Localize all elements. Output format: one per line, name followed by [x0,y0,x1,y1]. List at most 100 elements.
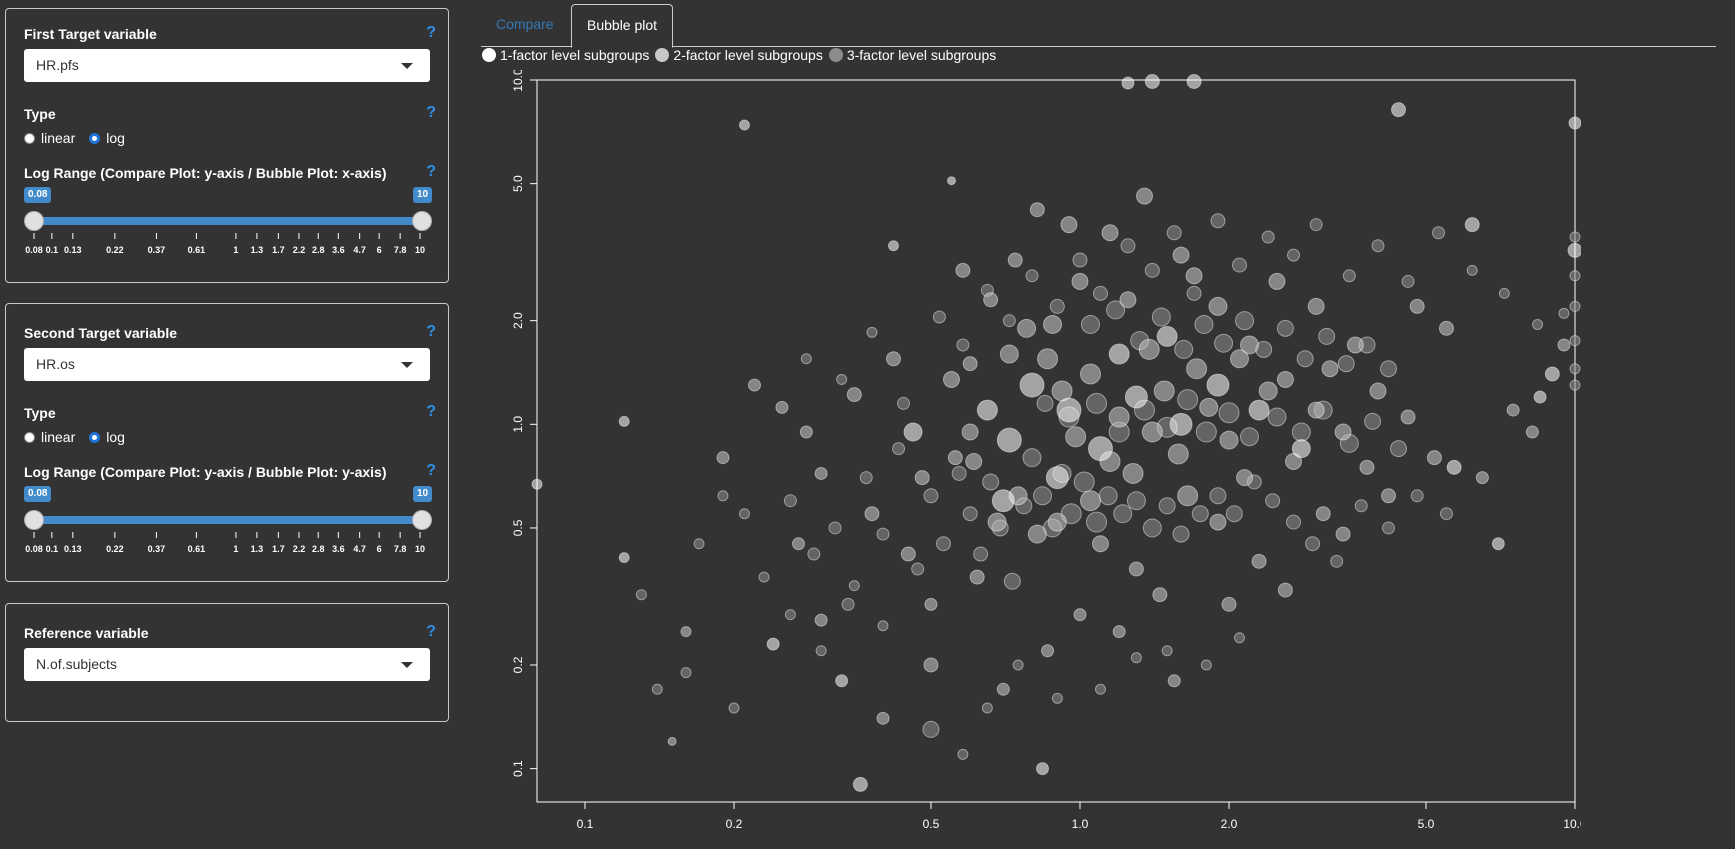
bubble-point [1567,242,1581,258]
bubble-point [982,473,1000,491]
x-tick-label: 0.2 [726,817,743,831]
bubble-point [1438,320,1454,336]
bubble-point [531,478,543,490]
slider-track[interactable] [34,217,420,225]
bubble-point [1144,74,1160,90]
bubble-point [1092,285,1108,301]
bubble-point [924,597,938,611]
bubble-point [999,344,1019,364]
radio-linear-label[interactable]: linear [41,130,76,146]
legend-label-3-factor: 3-factor level subgroups [846,47,997,63]
bubble-point [859,471,873,485]
x-tick-label: 0.1 [577,817,594,831]
bubble-point [1079,490,1101,512]
slider-tick-label: 1.7 [272,245,285,255]
bubble-point [896,396,910,410]
bubble-point [1007,252,1023,268]
bubble-point [1525,425,1539,439]
bubble-point [1287,248,1301,262]
bubble-point [693,538,705,550]
bubble-point [1200,659,1212,671]
slider-track[interactable] [34,516,420,524]
bubble-point [965,452,983,470]
bubble-point [1219,430,1239,450]
bubble-point [738,508,750,520]
help-icon[interactable]: ? [426,104,436,121]
second-target-select[interactable]: HR.os [24,348,430,381]
bubble-point [1049,298,1065,314]
bubble-point [1236,469,1254,487]
bubble-point [848,580,860,592]
help-icon[interactable]: ? [426,163,436,180]
help-icon[interactable]: ? [426,462,436,479]
bubble-point [923,488,939,504]
bubble-point [1167,443,1189,465]
radio-log[interactable] [89,431,101,443]
bubble-point [1475,471,1489,485]
bubble-point [1286,514,1302,530]
bubble-point [1218,402,1240,424]
range-label: Log Range (Compare Plot: y-axis / Bubble… [24,165,387,181]
slider-tick-label: 7.8 [394,544,407,554]
bubble-point [1258,381,1278,401]
bubble-point [1209,487,1227,505]
bubble-point [1569,379,1581,391]
bubble-plot: 0.1 0.2 0.5 1.0 2.0 5.0 10.0 0.1 0.2 0.5 1.0 2.0 5.0… [511,70,1581,831]
bubble-point [935,536,951,552]
radio-log-label[interactable]: log [106,429,125,445]
slider-tick-label: 2.2 [293,544,306,554]
help-icon[interactable]: ? [426,323,436,340]
second-target-select-value: HR.os [36,356,75,372]
bubble-point [784,609,796,621]
slider-tick-label: 6 [377,544,382,554]
first-target-select[interactable]: HR.pfs [24,49,430,82]
bubble-point [1544,366,1560,382]
bubble-point [956,338,970,352]
bubble-point [1101,224,1119,242]
tab-compare[interactable]: Compare [496,16,554,32]
bubble-point [1569,231,1581,243]
help-icon[interactable]: ? [426,403,436,420]
bubble-point [1369,382,1387,400]
bubble-point [1330,554,1344,568]
bubble-point [876,527,890,541]
slider-min-handle[interactable] [24,211,44,231]
reference-panel: Reference variable ? N.of.subjects [5,603,449,722]
bubble-point [1382,521,1396,535]
bubble-point [1036,394,1054,412]
slider-max-handle[interactable] [412,510,432,530]
radio-linear[interactable] [24,132,35,144]
bubble-point [1337,355,1355,373]
bubble-point [1208,296,1228,316]
bubble-point [1151,307,1171,327]
reference-title: Reference variable [24,625,149,641]
legend-swatch-2-factor [655,48,670,62]
range-slider[interactable]: 0.08 10 0.08 0.1 0.13 0.22 0.37 0.61 1 1.3 1.7 2.… [24,486,444,554]
reference-select[interactable]: N.of.subjects [24,648,430,681]
radio-log-label[interactable]: log [106,130,125,146]
radio-log[interactable] [89,132,101,144]
bubble-point [946,176,956,186]
range-slider[interactable]: 0.08 10 0.08 0.1 0.13 0.22 0.37 0.61 1 1.3 1.7 2.… [24,187,444,255]
bubble-point [1029,202,1045,218]
bubble-point [1235,311,1255,331]
bubble-point [1128,561,1144,577]
slider-tick-label: 0.37 [148,544,166,554]
bubble-point [887,240,899,252]
help-icon[interactable]: ? [426,623,436,640]
legend-label-1-factor: 1-factor level subgroups [500,47,650,63]
bubble-point [1359,459,1375,475]
bubble-point [1186,74,1202,90]
bubble-point [1022,448,1042,468]
slider-tick-label: 0.61 [188,544,206,554]
bubble-point [1025,269,1039,283]
radio-linear-label[interactable]: linear [41,429,76,445]
bubble-point [783,494,797,508]
bubble-point [922,720,940,738]
slider-max-handle[interactable] [412,211,432,231]
slider-tick-label: 0.08 [25,544,43,554]
radio-linear[interactable] [24,431,35,443]
tab-bubble-plot[interactable]: Bubble plot [571,4,674,48]
slider-min-handle[interactable] [24,510,44,530]
help-icon[interactable]: ? [426,24,436,41]
